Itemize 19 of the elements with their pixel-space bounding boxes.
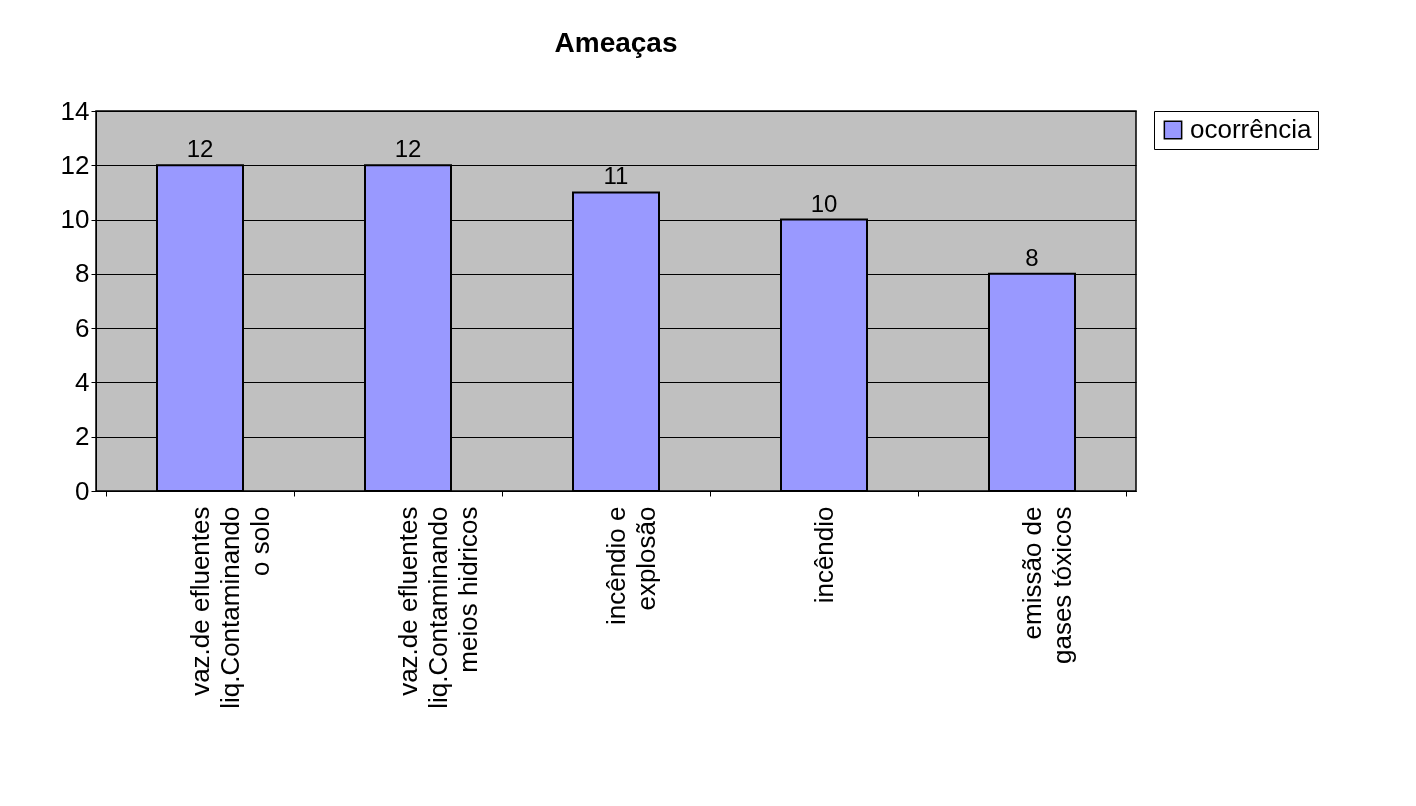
y-tick-label: 0 — [75, 475, 90, 506]
data-label: 10 — [810, 189, 838, 217]
y-tick-label: 8 — [75, 258, 90, 289]
legend-label: ocorrência — [1190, 114, 1312, 144]
chart-title: Ameaças — [554, 27, 678, 58]
y-tick-label: 4 — [75, 366, 90, 397]
data-label: 12 — [394, 135, 422, 163]
y-tick-label: 10 — [60, 204, 90, 235]
data-label: 8 — [1025, 243, 1039, 271]
data-label: 12 — [186, 135, 214, 163]
y-tick-label: 6 — [75, 312, 90, 343]
x-tick-label: vaz.de efluentes liq.Contaminando o solo — [184, 506, 275, 709]
x-tick-label: emissão de gases tóxicos — [1016, 506, 1077, 665]
y-tick-label: 14 — [60, 95, 90, 126]
y-tick-label: 2 — [75, 421, 90, 452]
x-tick-label: incêndio e explosão — [600, 506, 661, 626]
data-label: 11 — [603, 162, 629, 190]
x-tick-label: incêndio — [808, 506, 839, 604]
y-tick-label: 12 — [60, 149, 90, 180]
